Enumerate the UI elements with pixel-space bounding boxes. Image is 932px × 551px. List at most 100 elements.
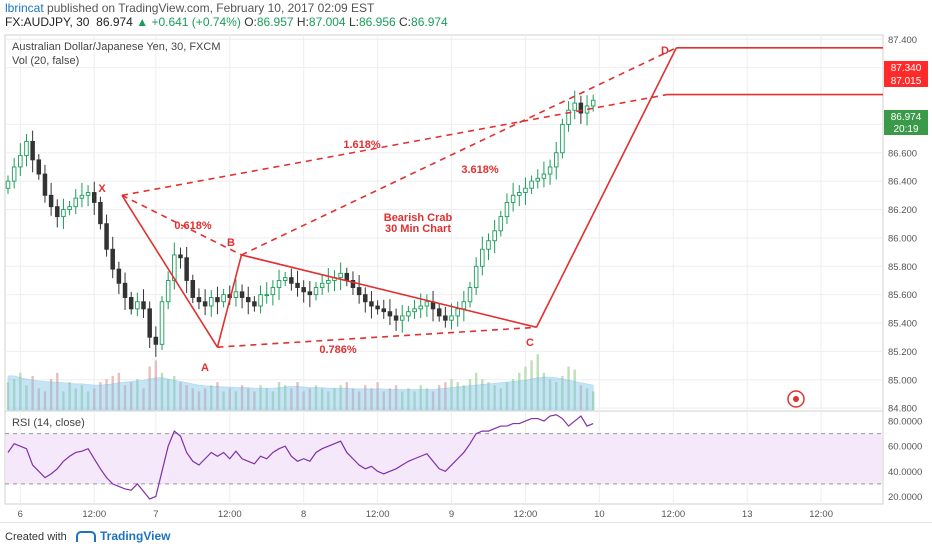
candle-body xyxy=(363,294,368,303)
candle-body xyxy=(480,248,485,267)
level-box-87340: 87.340 xyxy=(884,61,928,74)
author-link[interactable]: lbrincat xyxy=(5,1,44,15)
pattern-leg-ab xyxy=(216,254,243,348)
volume-bar xyxy=(68,382,71,410)
volume-bar xyxy=(62,391,65,410)
low-label: L: xyxy=(348,15,359,29)
volume-bar xyxy=(474,372,478,410)
candle-body xyxy=(517,192,522,196)
volume-bar xyxy=(444,382,447,410)
candle-body xyxy=(461,301,467,310)
candle-body xyxy=(5,180,11,189)
volume-bar xyxy=(25,385,28,410)
candle-body xyxy=(350,280,356,289)
price-change: +0.641 (+0.74%) xyxy=(151,15,241,29)
volume-bar xyxy=(351,388,355,410)
candle-body xyxy=(412,308,417,313)
volume-bar xyxy=(450,379,453,410)
volume-bar xyxy=(573,369,576,410)
candle-body xyxy=(504,201,510,218)
rsi-tick-label: 20.0000 xyxy=(888,492,922,503)
volume-bar xyxy=(173,375,176,410)
volume-bar xyxy=(99,382,102,410)
timeframe-note: 30 Min Chart xyxy=(385,223,451,235)
volume-bar xyxy=(191,388,194,410)
volume-bar xyxy=(43,391,47,410)
volume-bar xyxy=(499,388,502,410)
volume-bar xyxy=(49,379,53,410)
candle-body xyxy=(313,287,319,296)
candle-body xyxy=(264,294,269,297)
pattern-ratio-xb xyxy=(121,194,242,256)
price-tick-label: 87.400 xyxy=(888,35,917,46)
volume-bar xyxy=(302,391,305,410)
volume-bar xyxy=(277,382,281,410)
time-tick-label: 7 xyxy=(153,509,158,520)
volume-bar xyxy=(179,382,182,410)
low-value: 86.956 xyxy=(358,15,396,29)
up-arrow-icon: ▲ xyxy=(136,15,149,29)
volume-bar xyxy=(524,366,527,410)
candle-body xyxy=(307,291,313,296)
pattern-ratio-xd xyxy=(121,93,668,197)
volume-bar xyxy=(579,385,583,410)
volume-bar xyxy=(370,388,373,410)
candle-body xyxy=(393,315,399,321)
chart-header: lbrincat published on TradingView.com, F… xyxy=(0,0,932,30)
volume-bar xyxy=(37,388,40,410)
published-text: published on TradingView.com, February 1… xyxy=(47,1,375,15)
volume-bar xyxy=(481,379,484,410)
volume-bar xyxy=(222,391,225,410)
replay-icon[interactable] xyxy=(787,390,805,408)
candle-body xyxy=(209,297,214,307)
rsi-line xyxy=(7,414,594,500)
candle-body xyxy=(541,173,547,179)
created-with-label: Created with xyxy=(5,531,67,543)
candle-body xyxy=(36,159,42,175)
symbol-label[interactable]: FX:AUDJPY, 30 xyxy=(5,15,90,29)
candle-body xyxy=(135,301,140,310)
candle-body xyxy=(79,194,85,199)
candle-body xyxy=(301,287,306,293)
label-b: B xyxy=(227,237,235,249)
volume-bar xyxy=(93,388,96,410)
volume-bar xyxy=(585,388,589,410)
candle-body xyxy=(473,265,479,289)
volume-bar xyxy=(592,391,595,410)
volume-bar xyxy=(462,385,466,410)
price-chart[interactable]: 87.40087.20086.80086.60086.40086.20086.0… xyxy=(0,30,932,522)
candle-body xyxy=(406,311,411,317)
candle-body xyxy=(116,268,122,284)
tradingview-logo[interactable]: TradingView xyxy=(76,529,170,543)
volume-bar xyxy=(530,360,533,410)
volume-bar xyxy=(493,385,496,410)
harmonic-pattern xyxy=(121,46,883,348)
volume-bar xyxy=(130,382,133,410)
candle-body xyxy=(11,166,17,182)
candle-body xyxy=(523,187,528,193)
price-tick-label: 86.200 xyxy=(888,205,917,216)
volume-bar xyxy=(74,388,77,410)
volume-bar xyxy=(265,388,268,410)
volume-bar xyxy=(518,372,521,410)
candle-body xyxy=(258,294,263,307)
candle-body xyxy=(55,206,60,218)
candle-body xyxy=(42,173,48,196)
volume-bar xyxy=(247,388,250,410)
volume-bar xyxy=(555,382,558,410)
volume-bar xyxy=(388,388,392,410)
candle-body xyxy=(147,308,152,338)
candle-body xyxy=(239,291,245,298)
volume-bar xyxy=(567,366,570,410)
candle-body xyxy=(424,301,430,307)
volume-bar xyxy=(86,391,90,410)
candle-body xyxy=(172,254,177,281)
volume-bar xyxy=(308,388,312,410)
rsi-tick-label: 60.0000 xyxy=(888,442,922,453)
time-tick-label: 12:00 xyxy=(218,509,242,520)
level-87015: 87.015 xyxy=(891,76,922,87)
candle-body xyxy=(381,308,387,313)
volume-bar xyxy=(234,391,238,410)
price-tick-label: 85.000 xyxy=(888,375,917,386)
candle-body xyxy=(153,336,159,345)
